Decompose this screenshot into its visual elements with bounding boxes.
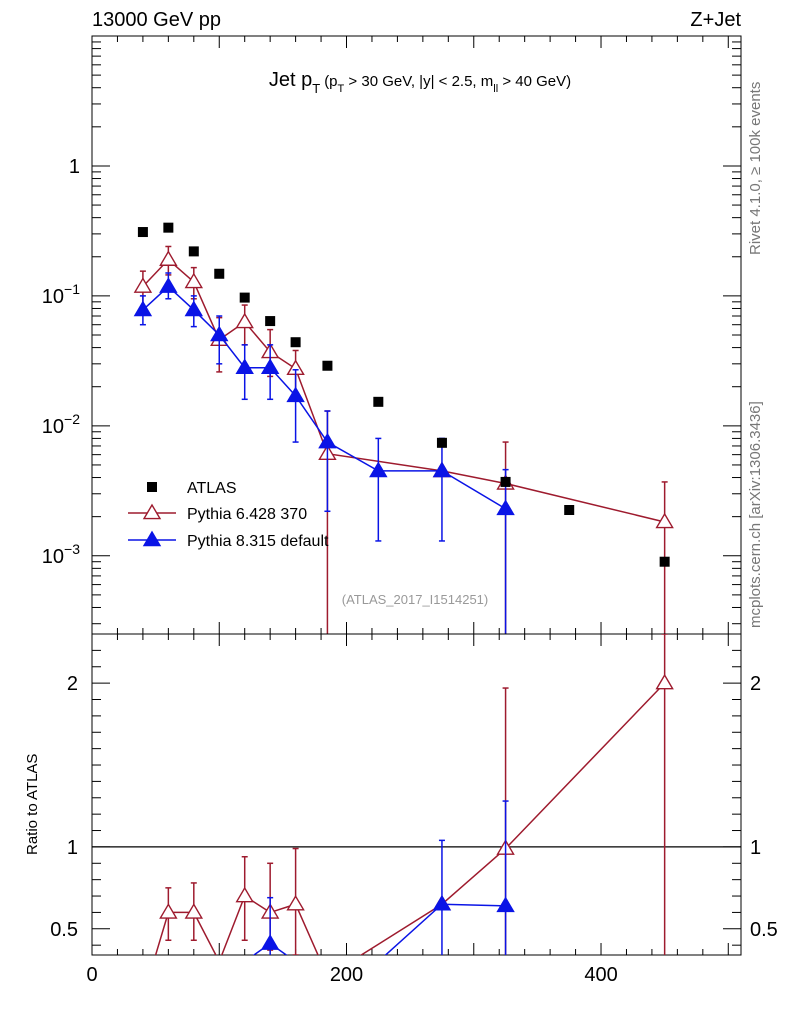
ratio-py6-point: [159, 903, 178, 919]
legend-label: Pythia 6.428 370: [187, 506, 307, 523]
atlas-point: [265, 316, 276, 327]
py8-point: [210, 325, 229, 342]
ratio-py8-point: [496, 896, 515, 913]
ratio-ylabel: Ratio to ATLAS: [24, 754, 41, 855]
atlas-point: [214, 268, 225, 279]
ratio-panel: 0 200 400 0.5 0.5 1 1 2 2: [50, 633, 778, 986]
ratio-py8-point: [260, 934, 280, 950]
ratio-y-tick-label: 1: [67, 837, 78, 859]
title-cut-open: (p: [324, 73, 337, 90]
mcplots-label: mcplots.cern.ch [arXiv:1306.3436]: [747, 401, 764, 628]
py8-point: [159, 277, 178, 293]
ratio-py8-line: [252, 903, 506, 955]
title-main-sub: T: [312, 81, 320, 96]
legend-label: Pythia 8.315 default: [187, 533, 329, 550]
y-tick-label: 10−3: [42, 541, 80, 568]
title-main: Jet p: [269, 69, 312, 91]
title-cut-pt-sub: T: [338, 83, 345, 95]
ratio-y-tick-label-right: 0.5: [750, 919, 778, 941]
atlas-point: [373, 396, 384, 407]
py8-point: [369, 461, 388, 478]
legend: ATLAS Pythia 6.428 370 Pythia 8.315 defaul…: [128, 480, 329, 550]
ratio-py6-point: [286, 894, 305, 911]
py8-point: [496, 499, 515, 516]
legend-py8-marker: [142, 530, 162, 547]
legend-atlas-marker: [147, 482, 157, 492]
rivet-label: Rivet 4.1.0, ≥ 100k events: [747, 82, 764, 255]
py6-point: [133, 277, 153, 293]
py6-point: [235, 312, 254, 329]
header-right: Z+Jet: [690, 9, 741, 31]
x-tick-label: 200: [330, 964, 363, 986]
py6-point: [655, 512, 674, 529]
atlas-point: [500, 476, 511, 487]
ratio-py6-point: [655, 673, 674, 690]
py6-point: [159, 250, 178, 266]
y-tick-label: 10−2: [42, 411, 80, 438]
ratio-py6-point: [235, 886, 254, 903]
py8-line: [142, 285, 506, 510]
atlas-point: [137, 227, 148, 238]
legend-label: ATLAS: [187, 480, 237, 497]
py8-point: [286, 386, 305, 403]
ratio-y-tick-label-right: 2: [750, 673, 761, 695]
analysis-tag: (ATLAS_2017_I1514251): [342, 592, 488, 607]
ratio-y-tick-label-right: 1: [750, 837, 761, 859]
ratio-py8-point: [432, 894, 452, 911]
y-tick-label: 10−1: [42, 281, 80, 308]
header-left: 13000 GeV pp: [92, 9, 221, 31]
x-tick-label: 400: [584, 964, 617, 986]
py8-point: [432, 461, 452, 478]
atlas-point: [564, 505, 575, 516]
main-data: [133, 222, 674, 634]
title-cut-m-sub: ll: [493, 83, 498, 95]
ratio-frame: [91, 633, 742, 956]
ratio-py6-line: [154, 682, 666, 955]
py8-point: [133, 300, 153, 317]
title-cut-close: > 40 GeV): [498, 73, 571, 90]
py6-point: [184, 272, 204, 289]
y-tick-label: 1: [69, 156, 80, 178]
py8-point: [260, 358, 280, 375]
title-cut-mid: > 30 GeV, |y| < 2.5, m: [344, 73, 493, 90]
atlas-point: [163, 222, 174, 233]
atlas-point: [659, 556, 670, 567]
ratio-py6-point: [184, 903, 204, 919]
x-tick-label: 0: [86, 964, 97, 986]
atlas-point: [322, 360, 333, 371]
atlas-point: [188, 246, 199, 257]
legend-py6-marker: [142, 503, 162, 520]
ratio-y-tick-label: 2: [67, 673, 78, 695]
py8-point: [184, 300, 204, 317]
atlas-point: [436, 437, 447, 448]
atlas-point: [239, 292, 250, 303]
main-panel: 1 10−1 10−2 10−3: [42, 35, 742, 955]
py8-point: [235, 358, 254, 375]
ratio-data: [154, 634, 674, 955]
plot-title: Jet pT (pT > 30 GeV, |y| < 2.5, mll > 40 …: [269, 69, 571, 96]
py8-point: [318, 432, 337, 449]
ratio-y-tick-label: 0.5: [50, 919, 78, 941]
atlas-point: [290, 337, 301, 348]
